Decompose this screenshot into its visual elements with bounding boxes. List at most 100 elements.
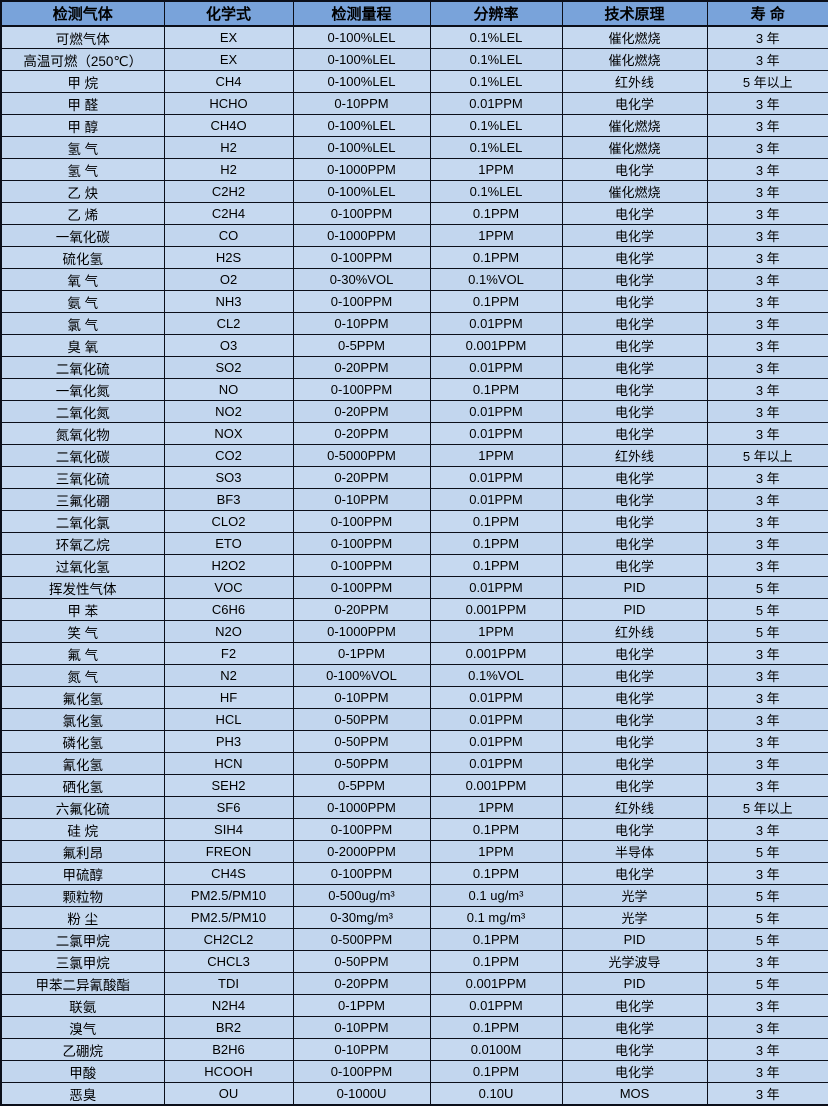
table-row: 挥发性气体 VOC 0-100PPM 0.01PPM PID 5 年 — [0, 576, 828, 599]
table-row: 二氧化硫 SO2 0-20PPM 0.01PPM 电化学 3 年 — [0, 356, 828, 379]
cell: 0.01PPM — [429, 994, 563, 1017]
table-row: 联氨 N2H4 0-1PPM 0.01PPM 电化学 3 年 — [0, 994, 828, 1017]
cell: PH3 — [163, 730, 294, 753]
table-row: 三氧化硫 SO3 0-20PPM 0.01PPM 电化学 3 年 — [0, 466, 828, 489]
cell: 5 年 — [706, 620, 828, 643]
cell: 3 年 — [706, 136, 828, 159]
cell: PID — [561, 576, 708, 599]
table-row: 磷化氢 PH3 0-50PPM 0.01PPM 电化学 3 年 — [0, 730, 828, 753]
cell: 电化学 — [561, 488, 708, 511]
cell: 电化学 — [561, 224, 708, 247]
cell: 电化学 — [561, 422, 708, 445]
cell: BR2 — [163, 1016, 294, 1039]
cell: 电化学 — [561, 532, 708, 555]
table-row: 乙 烯 C2H4 0-100PPM 0.1PPM 电化学 3 年 — [0, 202, 828, 225]
table-row: 二氧化氯 CLO2 0-100PPM 0.1PPM 电化学 3 年 — [0, 510, 828, 533]
cell: 颗粒物 — [0, 884, 165, 907]
cell: 5 年 — [706, 928, 828, 951]
cell: 0.001PPM — [429, 334, 563, 357]
cell: 0.1%LEL — [429, 136, 563, 159]
table-row: 笑 气 N2O 0-1000PPM 1PPM 红外线 5 年 — [0, 620, 828, 643]
cell: 甲硫醇 — [0, 862, 165, 885]
cell: 电化学 — [561, 510, 708, 533]
cell: 0-100%LEL — [292, 70, 431, 93]
cell: 3 年 — [706, 114, 828, 137]
cell: 可燃气体 — [0, 25, 165, 49]
cell: O3 — [163, 334, 294, 357]
cell: 氯 气 — [0, 312, 165, 335]
cell: 0-20PPM — [292, 400, 431, 423]
cell: 电化学 — [561, 862, 708, 885]
cell: 0-1000PPM — [292, 224, 431, 247]
cell: 3 年 — [706, 818, 828, 841]
cell: 联氨 — [0, 994, 165, 1017]
cell: 0-10PPM — [292, 1038, 431, 1061]
cell: 0.1 mg/m³ — [429, 906, 563, 929]
cell: 3 年 — [706, 554, 828, 577]
cell: 电化学 — [561, 378, 708, 401]
cell: 0.01PPM — [429, 422, 563, 445]
cell: TDI — [163, 972, 294, 995]
table-row: 过氧化氢 H2O2 0-100PPM 0.1PPM 电化学 3 年 — [0, 554, 828, 577]
cell: 恶臭 — [0, 1082, 165, 1106]
cell: 0-100%LEL — [292, 48, 431, 71]
cell: PID — [561, 928, 708, 951]
cell: 0.001PPM — [429, 598, 563, 621]
cell: 3 年 — [706, 532, 828, 555]
cell: 0.1PPM — [429, 290, 563, 313]
cell: 3 年 — [706, 422, 828, 445]
cell: 0.01PPM — [429, 312, 563, 335]
cell: 0-30mg/m³ — [292, 906, 431, 929]
table-row: 氟化氢 HF 0-10PPM 0.01PPM 电化学 3 年 — [0, 686, 828, 709]
cell: 0-100%VOL — [292, 664, 431, 687]
cell: 电化学 — [561, 92, 708, 115]
cell: 氢 气 — [0, 158, 165, 181]
table-row: 硅 烷 SIH4 0-100PPM 0.1PPM 电化学 3 年 — [0, 818, 828, 841]
cell: 二氧化氯 — [0, 510, 165, 533]
cell: O2 — [163, 268, 294, 291]
cell: 三氯甲烷 — [0, 950, 165, 973]
table-row: 氮氧化物 NOX 0-20PPM 0.01PPM 电化学 3 年 — [0, 422, 828, 445]
cell: 红外线 — [561, 70, 708, 93]
cell: OU — [163, 1082, 294, 1106]
column-header: 技术原理 — [561, 0, 708, 27]
cell: 电化学 — [561, 356, 708, 379]
cell: 氧 气 — [0, 268, 165, 291]
table-row: 硫化氢 H2S 0-100PPM 0.1PPM 电化学 3 年 — [0, 246, 828, 269]
cell: PM2.5/PM10 — [163, 906, 294, 929]
cell: NOX — [163, 422, 294, 445]
table-row: 二氧化氮 NO2 0-20PPM 0.01PPM 电化学 3 年 — [0, 400, 828, 423]
cell: 氯化氢 — [0, 708, 165, 731]
table-row: 甲 烷 CH4 0-100%LEL 0.1%LEL 红外线 5 年以上 — [0, 70, 828, 93]
cell: 笑 气 — [0, 620, 165, 643]
cell: 0.01PPM — [429, 752, 563, 775]
cell: 溴气 — [0, 1016, 165, 1039]
cell: 3 年 — [706, 158, 828, 181]
table-row: 六氟化硫 SF6 0-1000PPM 1PPM 红外线 5 年以上 — [0, 796, 828, 819]
cell: 3 年 — [706, 202, 828, 225]
cell: 电化学 — [561, 1038, 708, 1061]
cell: 0-100PPM — [292, 554, 431, 577]
table-row: 二氯甲烷 CH2CL2 0-500PPM 0.1PPM PID 5 年 — [0, 928, 828, 951]
cell: 0.1PPM — [429, 862, 563, 885]
cell: 硒化氢 — [0, 774, 165, 797]
cell: 3 年 — [706, 664, 828, 687]
cell: 甲 苯 — [0, 598, 165, 621]
cell: 0-500PPM — [292, 928, 431, 951]
cell: 0-20PPM — [292, 598, 431, 621]
cell: 3 年 — [706, 466, 828, 489]
table-row: 氧 气 O2 0-30%VOL 0.1%VOL 电化学 3 年 — [0, 268, 828, 291]
cell: 0.01PPM — [429, 730, 563, 753]
cell: 光学 — [561, 906, 708, 929]
cell: 二氧化硫 — [0, 356, 165, 379]
cell: HF — [163, 686, 294, 709]
table-row: 高温可燃（250℃） EX 0-100%LEL 0.1%LEL 催化燃烧 3 年 — [0, 48, 828, 71]
cell: 0-30%VOL — [292, 268, 431, 291]
cell: 3 年 — [706, 180, 828, 203]
cell: 0.001PPM — [429, 774, 563, 797]
cell: 甲 醛 — [0, 92, 165, 115]
table-row: 乙硼烷 B2H6 0-10PPM 0.0100M 电化学 3 年 — [0, 1038, 828, 1061]
cell: 3 年 — [706, 48, 828, 71]
cell: 电化学 — [561, 664, 708, 687]
cell: PID — [561, 972, 708, 995]
